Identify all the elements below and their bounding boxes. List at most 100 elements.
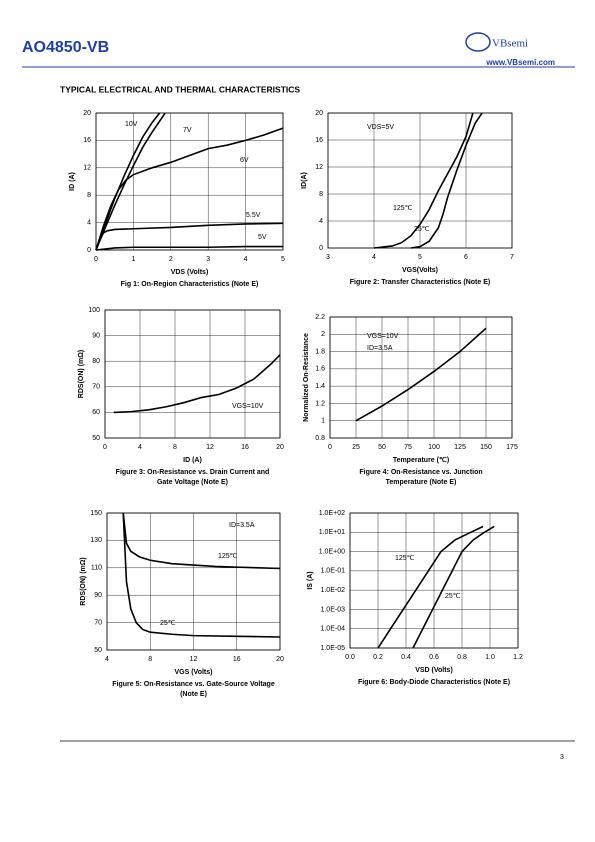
y-tick-label: 130 — [90, 537, 102, 544]
x-tick-label: 0.4 — [401, 654, 411, 661]
x-axis-label: VDS (Volts) — [171, 269, 209, 276]
y-tick-label: 50 — [94, 647, 102, 654]
y-tick-label: 12 — [83, 165, 91, 172]
x-tick-label: 16 — [241, 444, 249, 451]
y-tick-label: 1 — [321, 418, 325, 425]
series-line — [377, 525, 484, 649]
x-axis-label: VSD (Volts) — [415, 667, 453, 674]
y-tick-label: 1.0E-04 — [320, 626, 345, 633]
series-line — [122, 512, 281, 638]
y-tick-label: 70 — [94, 619, 102, 626]
x-tick-label: 7 — [510, 254, 514, 261]
y-tick-label: 150 — [90, 510, 102, 517]
series-label: 5.5V — [246, 212, 261, 219]
series-line — [122, 512, 281, 570]
y-axis-label: RDS(ON) (mΩ) — [80, 557, 87, 605]
x-tick-label: 8 — [173, 444, 177, 451]
x-tick-label: 150 — [480, 444, 492, 451]
x-tick-label: 25 — [352, 444, 360, 451]
series-label: 5V — [258, 234, 267, 241]
y-tick-label: 1.0E+01 — [319, 529, 345, 536]
series-line — [95, 245, 283, 251]
x-tick-label: 1.2 — [513, 654, 523, 661]
y-tick-label: 20 — [315, 110, 323, 117]
series-line — [95, 127, 284, 251]
series-line — [373, 112, 474, 249]
x-tick-label: 3 — [326, 254, 330, 261]
y-tick-label: 8 — [319, 191, 323, 198]
page-number: 3 — [560, 754, 564, 761]
series-label: 25℃ — [445, 593, 461, 600]
series-label: 25℃ — [414, 226, 430, 233]
x-tick-label: 2 — [169, 256, 173, 263]
series-line — [95, 112, 166, 251]
series-line — [95, 222, 284, 251]
y-tick-label: 20 — [83, 110, 91, 117]
y-tick-label: 4 — [319, 218, 323, 225]
figure-caption: Figure 2: Transfer Characteristics (Note… — [350, 279, 490, 286]
figure-caption: (Note E) — [180, 691, 207, 698]
y-tick-label: 1.0E-03 — [320, 606, 345, 613]
series-label: 125℃ — [218, 553, 238, 560]
y-tick-label: 60 — [92, 409, 100, 416]
x-tick-label: 0 — [94, 256, 98, 263]
url: www.VBsemi.com — [485, 58, 555, 67]
x-axis-label: VGS (Volts) — [175, 669, 213, 676]
plot-frame — [104, 309, 281, 439]
x-tick-label: 4 — [105, 656, 109, 663]
annotation: VGS=10V — [232, 403, 264, 410]
x-tick-label: 4 — [244, 256, 248, 263]
x-tick-label: 50 — [378, 444, 386, 451]
x-tick-label: 1.0 — [485, 654, 495, 661]
y-tick-label: 1.0E-01 — [320, 568, 345, 575]
x-tick-label: 6 — [464, 254, 468, 261]
x-tick-label: 175 — [506, 444, 518, 451]
part-number: AO4850-VB — [22, 39, 109, 56]
y-tick-label: 1.0E-02 — [320, 587, 345, 594]
series-label: 10V — [125, 121, 138, 128]
series-label: 25℃ — [160, 620, 176, 627]
series-label: 7V — [183, 127, 192, 134]
series-line — [95, 112, 161, 251]
x-tick-label: 5 — [281, 256, 285, 263]
figure-caption: Gate Voltage (Note E) — [157, 479, 228, 486]
y-tick-label: 110 — [91, 565, 102, 572]
y-tick-label: 16 — [83, 137, 91, 144]
x-tick-label: 16 — [233, 656, 241, 663]
series-line — [412, 525, 495, 649]
annotation: VGS=10V — [367, 333, 399, 340]
figure-caption: Temperature (Note E) — [386, 479, 457, 486]
x-axis-label: ID (A) — [183, 457, 202, 464]
y-tick-label: 1.0E+00 — [319, 548, 345, 555]
series-label: 125℃ — [393, 205, 413, 212]
y-tick-label: 8 — [87, 192, 91, 199]
y-tick-label: 0 — [319, 245, 323, 252]
x-tick-label: 0.8 — [457, 654, 467, 661]
section-title: TYPICAL ELECTRICAL AND THERMAL CHARACTER… — [60, 84, 300, 94]
series-line — [355, 327, 487, 422]
figure-caption: Figure 6: Body-Diode Characteristics (No… — [358, 679, 510, 686]
y-tick-label: 1.2 — [315, 400, 325, 407]
figure-caption: Figure 5: On-Resistance vs. Gate-Source … — [112, 681, 275, 688]
x-tick-label: 4 — [372, 254, 376, 261]
x-tick-label: 5 — [418, 254, 422, 261]
y-tick-label: 0.8 — [315, 435, 325, 442]
x-tick-label: 12 — [190, 656, 198, 663]
series-label: 6V — [240, 157, 249, 164]
series-line — [113, 354, 281, 414]
x-tick-label: 0.2 — [373, 654, 383, 661]
x-tick-label: 4 — [138, 444, 142, 451]
x-tick-label: 0.6 — [429, 654, 439, 661]
figure-caption: Figure 4: On-Resistance vs. Junction — [359, 469, 482, 476]
y-tick-label: 4 — [87, 219, 91, 226]
y-tick-label: 12 — [315, 164, 323, 171]
x-tick-label: 75 — [404, 444, 412, 451]
x-tick-label: 0.0 — [345, 654, 355, 661]
brand: VBsemi — [492, 38, 528, 50]
y-axis-label: IS (A) — [307, 571, 314, 589]
x-tick-label: 0 — [328, 444, 332, 451]
y-axis-label: Normalized On-Resistance — [303, 333, 310, 422]
x-tick-label: 20 — [276, 656, 284, 663]
y-tick-label: 1.8 — [315, 348, 325, 355]
logo-mark — [465, 32, 491, 52]
